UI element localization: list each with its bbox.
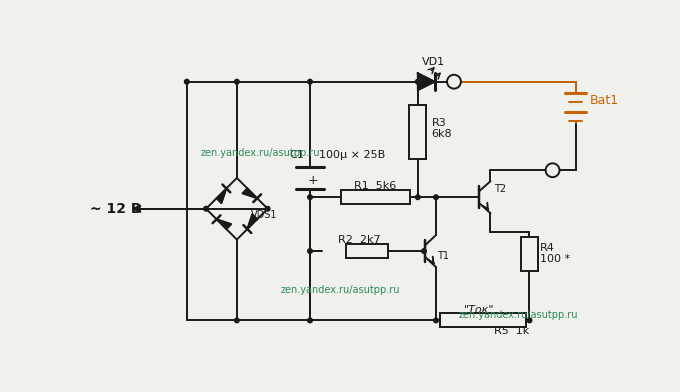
Circle shape [415,80,420,84]
Text: T2: T2 [494,185,507,194]
Circle shape [307,249,312,253]
Text: R3
6k8: R3 6k8 [432,118,452,140]
Text: R4
100 *: R4 100 * [540,243,571,265]
Circle shape [235,80,239,84]
Circle shape [422,249,426,253]
Polygon shape [418,73,435,90]
Circle shape [434,318,439,323]
Text: zen.yandex.ru/asutpp.ru: zen.yandex.ru/asutpp.ru [281,285,401,295]
Text: R5  1k: R5 1k [494,326,530,336]
Text: Bat1: Bat1 [590,94,619,107]
Bar [440,314,526,327]
Polygon shape [248,214,257,229]
Circle shape [527,318,532,323]
Bar [346,244,388,258]
Circle shape [434,195,439,200]
Text: VDS1: VDS1 [251,210,277,220]
Polygon shape [216,219,231,229]
Circle shape [204,207,208,211]
Text: ~ 12 В: ~ 12 В [90,202,141,216]
Text: R2  2k7: R2 2k7 [338,235,381,245]
Text: +: + [307,174,318,187]
Bar [521,237,538,270]
Text: zen.yandex.ru/asutpp.ru: zen.yandex.ru/asutpp.ru [458,310,577,320]
Circle shape [184,80,189,84]
Text: R1  5k6: R1 5k6 [354,181,396,191]
Polygon shape [216,189,226,203]
Circle shape [307,80,312,84]
Circle shape [415,195,420,200]
Circle shape [545,163,560,177]
Circle shape [447,75,461,89]
Text: T1: T1 [437,251,449,261]
Text: C1: C1 [289,150,304,160]
Text: 100μ × 25В: 100μ × 25В [319,150,386,160]
Text: VD1: VD1 [422,58,445,67]
Circle shape [235,318,239,323]
Text: "Ток": "Ток" [464,305,494,315]
Text: zen.yandex.ru/asutpp.ru: zen.yandex.ru/asutpp.ru [200,148,320,158]
Circle shape [265,207,270,211]
Bar [341,190,410,204]
Bar [409,105,426,159]
Circle shape [307,195,312,200]
Circle shape [307,318,312,323]
Polygon shape [243,189,257,198]
